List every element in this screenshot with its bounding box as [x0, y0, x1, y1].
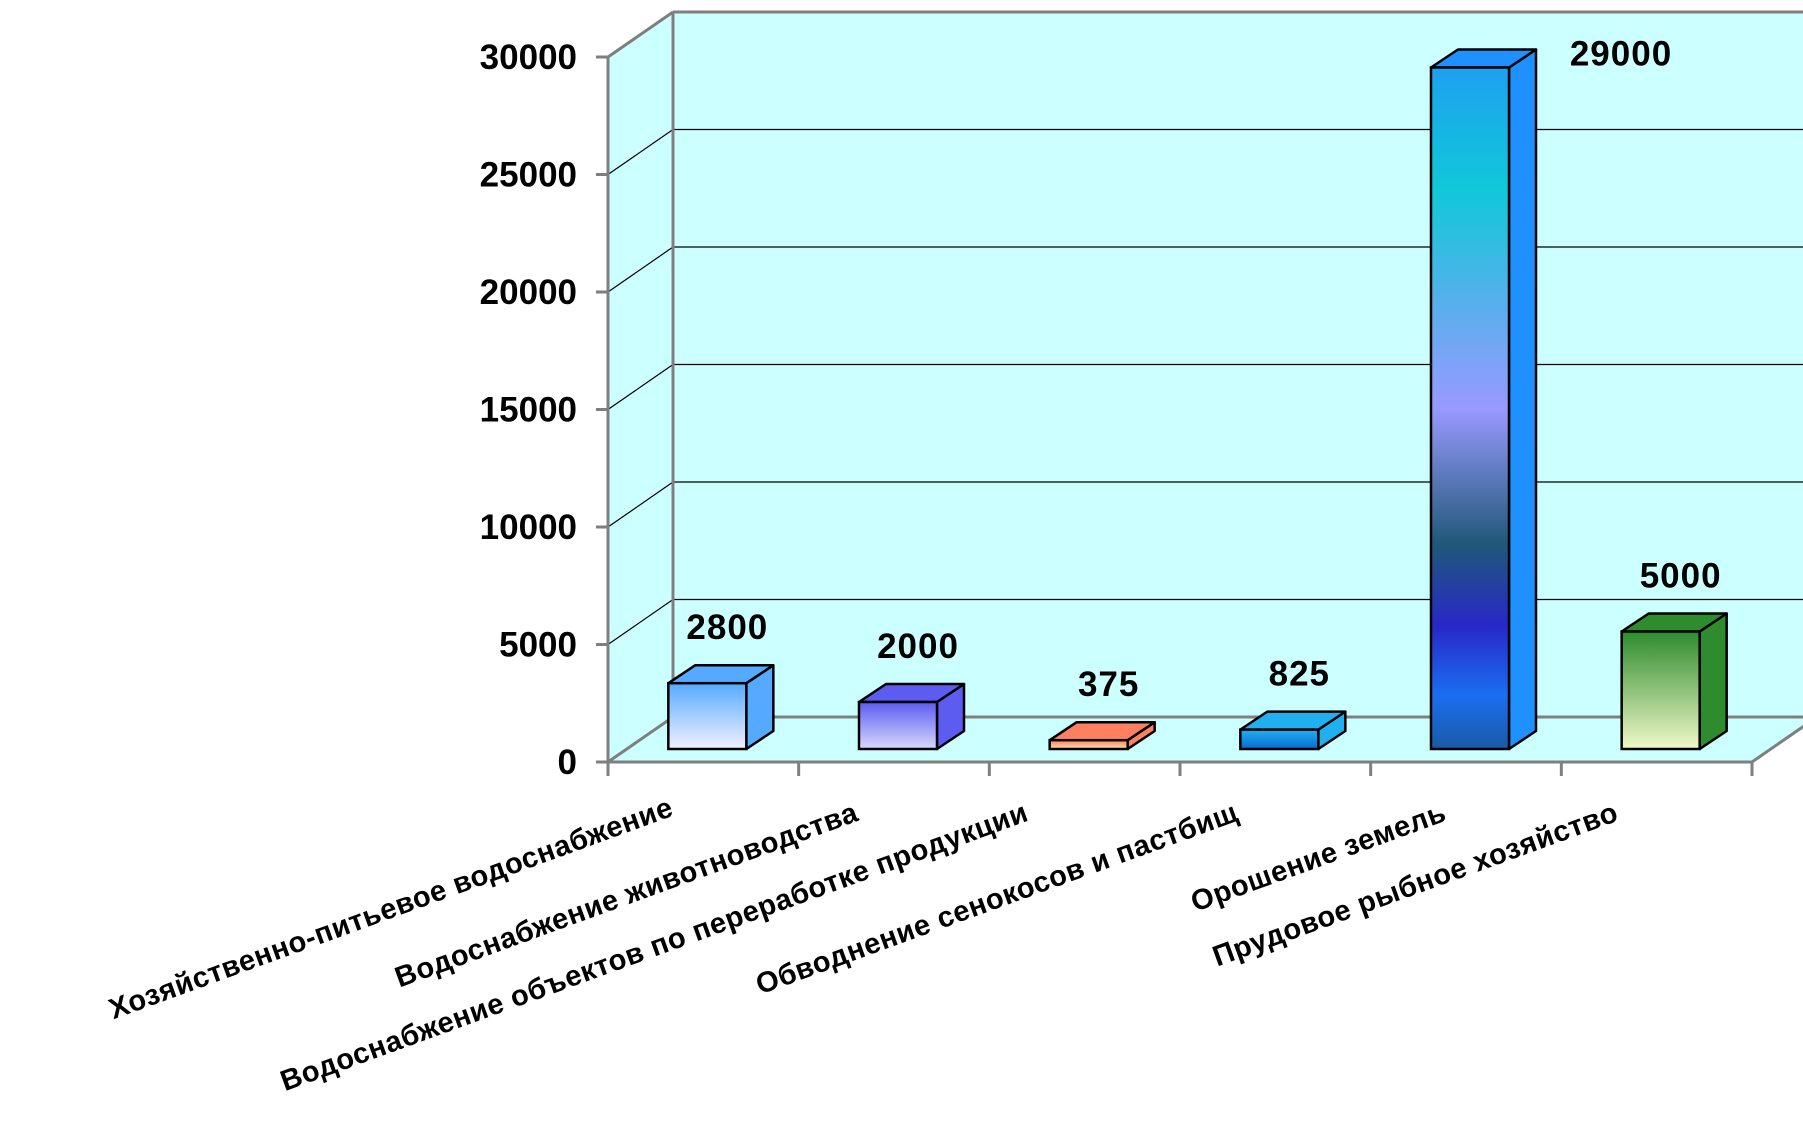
- y-tick-label: 20000: [480, 273, 577, 312]
- bar-side: [1507, 48, 1538, 751]
- y-tick-label: 30000: [480, 38, 577, 77]
- bar: [667, 663, 775, 751]
- bar-front: [667, 681, 748, 751]
- y-tick-label: 0: [558, 743, 577, 782]
- y-tick-label: 25000: [480, 156, 577, 195]
- value-label: 29000: [1570, 35, 1672, 74]
- bar: [1239, 710, 1347, 751]
- top-edge-line: [607, 10, 674, 59]
- bars: [667, 48, 1728, 751]
- bar-front: [1429, 66, 1511, 751]
- gridline-side: [607, 129, 674, 175]
- bar: [1048, 720, 1156, 751]
- value-label: 375: [1078, 665, 1139, 704]
- y-tick-label: 15000: [480, 391, 577, 430]
- y-tick-label: 5000: [499, 626, 577, 665]
- value-labels: 2800 2000 375 825 29000 5000: [686, 35, 1722, 705]
- bar-side: [1698, 612, 1728, 751]
- bar: [1429, 48, 1538, 751]
- floor-side-line: [607, 715, 674, 764]
- bar-front: [1239, 728, 1320, 751]
- bar-front: [857, 700, 939, 751]
- floor-right-edge: [1751, 724, 1803, 764]
- bar-front: [1620, 630, 1701, 751]
- gridline-side: [607, 364, 674, 410]
- bar: [1620, 612, 1728, 751]
- value-label: 2800: [686, 608, 768, 647]
- value-label: 5000: [1640, 557, 1722, 596]
- value-label: 2000: [877, 627, 959, 666]
- bar-front: [1048, 738, 1129, 751]
- gridline-side: [607, 481, 674, 528]
- value-label: 825: [1269, 655, 1330, 694]
- bar: [857, 682, 966, 751]
- gridline-side: [607, 246, 674, 293]
- gridline-side: [607, 599, 674, 645]
- x-axis-labels: Хозяйственно-питьевое водоснабжениеВодос…: [105, 792, 1623, 1098]
- y-axis-ticks: 0 5000 10000 15000 20000 25000 30000: [480, 38, 608, 782]
- x-category-label: Водоснабжение объектов по переработке пр…: [276, 797, 1032, 1098]
- y-tick-label: 10000: [480, 508, 577, 547]
